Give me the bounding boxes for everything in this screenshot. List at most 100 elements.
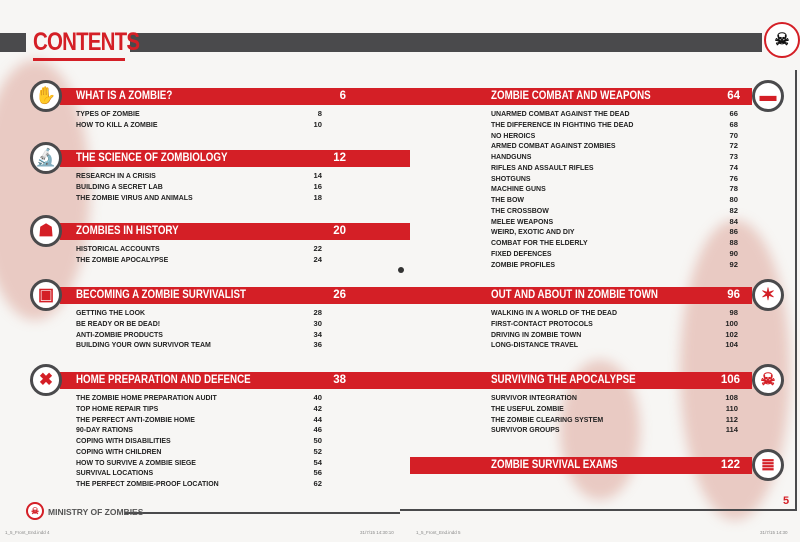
entry-page: 34 (313, 329, 322, 339)
toc-entry[interactable]: ANTI-ZOMBIE PRODUCTS 34 (76, 329, 326, 340)
entry-title: SHOTGUNS (491, 173, 531, 183)
entry-title: THE ZOMBIE VIRUS AND ANIMALS (76, 192, 193, 202)
toc-entry[interactable]: THE DIFFERENCE IN FIGHTING THE DEAD 68 (491, 119, 741, 130)
section-page: 26 (333, 289, 346, 301)
section-header[interactable]: ZOMBIES IN HISTORY 20 (60, 223, 410, 240)
entry-title: COPING WITH CHILDREN (76, 446, 162, 456)
microscope-icon: 🔬 (30, 142, 62, 174)
toc-entry[interactable]: WEIRD, EXOTIC AND DIY 86 (491, 226, 741, 237)
section-header[interactable]: HOME PREPARATION AND DEFENCE 38 (60, 372, 410, 389)
ministry-logo-icon: ☠ (26, 502, 44, 520)
entry-title: SURVIVAL LOCATIONS (76, 468, 154, 478)
entry-page: 10 (313, 119, 322, 129)
section-header[interactable]: SURVIVING THE APOCALYPSE 106 (400, 372, 752, 389)
toc-entry[interactable]: FIXED DEFENCES 90 (491, 248, 741, 259)
section-header[interactable]: THE SCIENCE OF ZOMBIOLOGY 12 (60, 150, 410, 167)
toc-entry[interactable]: COPING WITH CHILDREN 52 (76, 446, 326, 457)
section-title: BECOMING A ZOMBIE SURVIVALIST (76, 289, 246, 301)
entry-page: 42 (313, 403, 322, 413)
toc-entry[interactable]: THE CROSSBOW 82 (491, 205, 741, 216)
entry-title: GETTING THE LOOK (76, 308, 146, 317)
toc-entry[interactable]: BE READY OR BE DEAD! 30 (76, 318, 326, 329)
toc-entry[interactable]: SURVIVOR GROUPS 114 (491, 424, 741, 435)
toc-entry[interactable]: GETTING THE LOOK 28 (76, 307, 326, 318)
toc-entry[interactable]: FIRST-CONTACT PROTOCOLS 100 (491, 318, 741, 329)
toc-entry[interactable]: SURVIVOR INTEGRATION 108 (491, 392, 741, 403)
toc-entry[interactable]: THE ZOMBIE CLEARING SYSTEM 112 (491, 414, 741, 425)
toc-entry[interactable]: LONG-DISTANCE TRAVEL 104 (491, 339, 741, 350)
toc-entry[interactable]: BUILDING A SECRET LAB 16 (76, 181, 326, 192)
entry-page: 16 (313, 181, 322, 191)
toc-entry[interactable]: HOW TO SURVIVE A ZOMBIE SIEGE 54 (76, 457, 326, 468)
entry-title: THE PERFECT ZOMBIE-PROOF LOCATION (76, 479, 219, 488)
toc-entry[interactable]: NO HEROICS 70 (491, 130, 741, 141)
entry-title: HANDGUNS (491, 152, 532, 161)
entry-page: 28 (313, 308, 322, 317)
entry-page: 92 (729, 259, 738, 269)
page-number: 5 (783, 495, 790, 507)
toc-entry[interactable]: ARMED COMBAT AGAINST ZOMBIES 72 (491, 140, 741, 151)
toc-entry[interactable]: DRIVING IN ZOMBIE TOWN 102 (491, 329, 741, 340)
toc-entry[interactable]: COMBAT FOR THE ELDERLY 88 (491, 237, 741, 248)
entry-title: COMBAT FOR THE ELDERLY (491, 238, 588, 247)
toc-entry[interactable]: WALKING IN A WORLD OF THE DEAD 98 (491, 307, 741, 318)
toc-entry[interactable]: THE ZOMBIE VIRUS AND ANIMALS 18 (76, 192, 326, 203)
toc-entry[interactable]: HANDGUNS 73 (491, 151, 741, 162)
section-header[interactable]: ZOMBIE SURVIVAL EXAMS 122 (410, 457, 752, 474)
entry-page: 102 (725, 329, 738, 339)
toc-entry[interactable]: THE USEFUL ZOMBIE 110 (491, 403, 741, 414)
entry-page: 8 (317, 109, 322, 118)
slug-left: 1_5_Front_End.indd 4 (5, 530, 50, 535)
section-page: 20 (333, 225, 346, 237)
entry-page: 86 (729, 227, 738, 237)
footer-brand: MINISTRY OF ZOMBIES (48, 507, 144, 517)
entry-title: COPING WITH DISABILITIES (76, 436, 171, 445)
toc-entry[interactable]: THE ZOMBIE APOCALYPSE 24 (76, 254, 326, 265)
entry-page: 78 (729, 184, 738, 194)
entry-title: THE DIFFERENCE IN FIGHTING THE DEAD (491, 119, 634, 129)
toc-entry[interactable]: THE PERFECT ZOMBIE-PROOF LOCATION 62 (76, 478, 326, 489)
toc-entry[interactable]: MACHINE GUNS 78 (491, 183, 741, 194)
section-header[interactable]: OUT AND ABOUT IN ZOMBIE TOWN 96 (400, 287, 752, 304)
entry-page: 66 (729, 109, 738, 118)
books-icon: ≣ (752, 449, 784, 481)
section-title: ZOMBIE SURVIVAL EXAMS (491, 459, 618, 471)
toc-entry[interactable]: THE ZOMBIE HOME PREPARATION AUDIT 40 (76, 392, 326, 403)
toc-entry[interactable]: THE PERFECT ANTI-ZOMBIE HOME 44 (76, 414, 326, 425)
section-header[interactable]: WHAT IS A ZOMBIE? 6 (60, 88, 410, 105)
toc-entry[interactable]: RIFLES AND ASSAULT RIFLES 74 (491, 162, 741, 173)
slug-right-b: 31/7/15 14:30 (760, 530, 788, 535)
entry-title: SURVIVOR INTEGRATION (491, 393, 577, 402)
header-bar-left (0, 33, 26, 52)
section-header[interactable]: ZOMBIE COMBAT AND WEAPONS 64 (400, 88, 752, 105)
entry-page: 70 (729, 130, 738, 140)
toc-entry[interactable]: THE BOW 80 (491, 194, 741, 205)
entry-title: HOW TO SURVIVE A ZOMBIE SIEGE (76, 457, 196, 467)
entry-page: 24 (313, 254, 322, 264)
toc-entry[interactable]: ZOMBIE PROFILES 92 (491, 259, 741, 270)
toc-entry[interactable]: TOP HOME REPAIR TIPS 42 (76, 403, 326, 414)
toc-entry[interactable]: 90-DAY RATIONS 46 (76, 424, 326, 435)
entry-title: THE ZOMBIE APOCALYPSE (76, 254, 169, 264)
entry-title: THE CROSSBOW (491, 205, 549, 215)
tools-icon: ✖ (30, 364, 62, 396)
toc-entry[interactable]: SURVIVAL LOCATIONS 56 (76, 467, 326, 478)
entry-page: 72 (729, 141, 738, 151)
toc-entry[interactable]: TYPES OF ZOMBIE 8 (76, 108, 326, 119)
toc-entry[interactable]: COPING WITH DISABILITIES 50 (76, 435, 326, 446)
toc-entry[interactable]: HOW TO KILL A ZOMBIE 10 (76, 119, 326, 130)
toc-entry[interactable]: BUILDING YOUR OWN SURVIVOR TEAM 36 (76, 339, 326, 350)
section-page: 106 (720, 374, 740, 386)
entry-title: BE READY OR BE DEAD! (76, 318, 161, 328)
entry-title: FIRST-CONTACT PROTOCOLS (491, 318, 593, 328)
backpack-icon: ▣ (30, 279, 62, 311)
toc-entry[interactable]: MELEE WEAPONS 84 (491, 216, 741, 227)
entry-title: LONG-DISTANCE TRAVEL (491, 340, 579, 350)
toc-entry[interactable]: UNARMED COMBAT AGAINST THE DEAD 66 (491, 108, 741, 119)
toc-entry[interactable]: RESEARCH IN A CRISIS 14 (76, 170, 326, 181)
frame-bottom (400, 509, 797, 511)
toc-entry[interactable]: HISTORICAL ACCOUNTS 22 (76, 243, 326, 254)
toc-entry[interactable]: SHOTGUNS 76 (491, 173, 741, 184)
section-header[interactable]: BECOMING A ZOMBIE SURVIVALIST 26 (60, 287, 410, 304)
entry-page: 84 (729, 216, 738, 226)
